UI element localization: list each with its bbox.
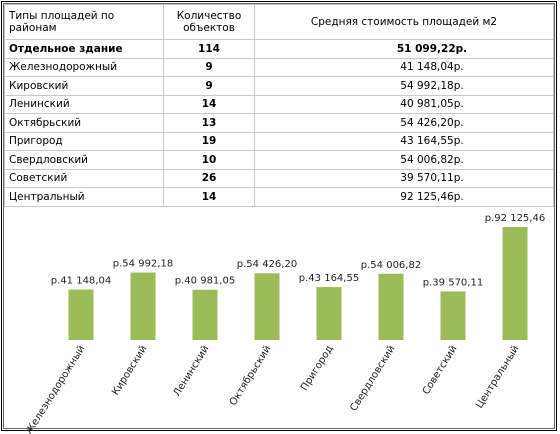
table-cell: 14: [163, 187, 255, 207]
table-cell: 39 570,11р.: [254, 168, 554, 188]
bar: [378, 273, 404, 340]
x-tick-label: Октябрьский: [228, 344, 274, 408]
table-cell: 19: [163, 131, 255, 151]
table-cell: 43 164,55р.: [254, 131, 554, 151]
table-cell: 14: [163, 94, 255, 114]
table-cell: Свердловский: [4, 150, 164, 170]
header-cell: Количество объектов: [163, 4, 255, 40]
x-tick-label: Ленинский: [172, 344, 212, 399]
data-table: Типы площадей по районам Количество объек…: [4, 4, 554, 207]
data-label: р.40 981,05: [175, 276, 235, 287]
table-cell: Кировский: [4, 76, 164, 96]
header-cell: Средняя стоимость площадей м2: [254, 4, 554, 40]
bar: [502, 227, 528, 340]
header-row: Типы площадей по районам Количество объек…: [4, 4, 554, 40]
x-tick-label: Кировский: [110, 344, 149, 398]
data-label: р.54 426,20: [237, 259, 297, 270]
table-row: Железнодорожный 9 41 148,04р.: [4, 57, 554, 77]
x-tick-label: Свердловский: [348, 344, 397, 414]
data-label: р.39 570,11: [423, 277, 483, 288]
data-label: р.54 006,82: [361, 260, 421, 271]
table-cell: 10: [163, 150, 255, 170]
table-row: Октябрьский 13 54 426,20р.: [4, 113, 554, 133]
table-row: Кировский 9 54 992,18р.: [4, 76, 554, 96]
table-row: Свердловский 10 54 006,82р.: [4, 150, 554, 170]
bar: [316, 287, 342, 340]
x-tick-label: Центральный: [474, 344, 521, 411]
table-cell: 13: [163, 113, 255, 133]
header-cell: Типы площадей по районам: [4, 4, 164, 40]
x-tick-label: Советский: [421, 344, 460, 397]
x-tick-label: Железнодорожный: [24, 344, 88, 434]
data-label: р.43 164,55: [299, 273, 359, 284]
table-row: Пригород 19 43 164,55р.: [4, 131, 554, 151]
bar: [130, 272, 156, 340]
table-cell: Железнодорожный: [4, 57, 164, 77]
data-label: р.92 125,46: [485, 213, 545, 224]
table-cell: Пригород: [4, 131, 164, 151]
bar: [68, 289, 94, 340]
x-tick-label: Пригород: [299, 344, 335, 393]
bar: [440, 291, 466, 340]
table-cell: Советский: [4, 168, 164, 188]
table-cell: 54 426,20р.: [254, 113, 554, 133]
table-cell: 92 125,46р.: [254, 187, 554, 207]
table-row: Советский 26 39 570,11р.: [4, 168, 554, 188]
bar: [192, 289, 218, 340]
bar: [254, 273, 280, 340]
table-cell: Ленинский: [4, 94, 164, 114]
data-label: р.54 992,18: [113, 259, 173, 270]
table-cell: Октябрьский: [4, 113, 164, 133]
table-cell: Отдельное здание: [4, 39, 164, 59]
table-row: Отдельное здание 114 51 099,22р.: [4, 39, 554, 59]
data-label: р.41 148,04: [51, 276, 111, 287]
table-cell: 54 006,82р.: [254, 150, 554, 170]
table-row: Центральный 14 92 125,46р.: [4, 187, 554, 207]
